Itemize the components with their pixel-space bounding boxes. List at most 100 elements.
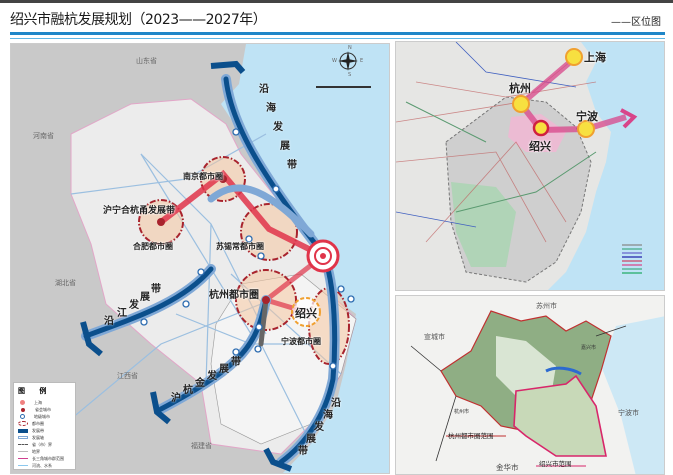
yrd-boundary-icon (18, 458, 28, 459)
belt-label: 展 (280, 141, 290, 152)
province-label: 福建省 (191, 442, 212, 450)
belt-label: 沿 (331, 398, 341, 409)
belt-label: 金 (195, 378, 205, 389)
legend-item: 发展带 (18, 427, 71, 434)
page-title: 绍兴市融杭发展规划（2023——2027年） (10, 12, 267, 28)
city-label-hangzhou: 杭州 (509, 82, 531, 95)
legend-item: 长三角城市群范围 (18, 455, 71, 462)
belt-band-icon (18, 428, 28, 433)
prefecture-markers (140, 128, 355, 370)
hangzhou-metro-range-label: 杭州都市圈范围 (448, 432, 494, 440)
sea (601, 316, 664, 474)
belt-label: 展 (219, 364, 229, 375)
belt-label: 带 (231, 357, 241, 368)
map-label-jinhua: 金华市 (496, 463, 519, 472)
city-label-ningbo: 宁波 (576, 110, 598, 123)
transport-map-graphics (396, 42, 642, 290)
province-label: 河南省 (33, 132, 54, 140)
belt-label: 沪 (171, 393, 181, 404)
legend-item: 河流、水系 (18, 462, 71, 469)
corridor-arrow (620, 108, 638, 129)
boundary-line-icon (18, 444, 28, 445)
axis-line-icon (18, 436, 28, 439)
city-markers (512, 48, 595, 138)
belt-label: 带 (151, 284, 161, 295)
belt-arrow (80, 321, 103, 357)
legend-item: 省（市）界 (18, 441, 71, 448)
metro-label-ningbo: 宁波都市圈 (281, 337, 321, 346)
header-rule-thin (10, 38, 665, 39)
metro-label-hangzhou: 杭州都市圈 (209, 290, 259, 301)
map-label: 宁波市 (618, 409, 639, 417)
legend-item: 地级城市 (18, 413, 71, 420)
capital-marker-icon (21, 407, 25, 412)
compass-icon (338, 51, 358, 71)
belt-label: 发 (314, 422, 324, 433)
legend-item: 发展轴 (18, 434, 71, 441)
city-label-shaoxing: 绍兴 (529, 140, 551, 153)
map-label: 宣城市 (424, 333, 445, 341)
shaoxing-range (513, 374, 607, 457)
map-label: 嘉兴市 (581, 345, 597, 351)
header-rule (10, 32, 665, 35)
city-line-icon (18, 451, 28, 452)
shaoxing-label: 绍兴 (295, 307, 317, 320)
corridor-band (159, 169, 325, 259)
map-label: 杭州市 (454, 409, 470, 415)
prefecture-marker-icon (20, 414, 25, 419)
shanghai-marker (306, 239, 340, 273)
legend-item: 上海 (18, 399, 71, 406)
metro-circle-icon (18, 421, 28, 426)
legend-title: 图 例 (18, 387, 53, 395)
metro-range-map: 苏州市 宣城市 嘉兴市 杭州市 宁波市 金华市 杭州都市圈范围 绍兴市范围 (395, 295, 665, 475)
qiantang-river (545, 366, 582, 376)
map-label: 苏州市 (536, 302, 557, 310)
belt-label: 沿 (104, 316, 114, 327)
shaoxing-marker (291, 297, 321, 327)
compass-w: W (332, 58, 337, 64)
belt-label: 发 (129, 300, 139, 311)
belts (81, 74, 340, 467)
belt-label: 杭 (183, 385, 193, 396)
metro-label-nanjing: 南京都市圈 (183, 172, 223, 181)
province-label: 江西省 (117, 372, 138, 380)
belt-label: 沿 (259, 84, 269, 95)
corridor-label: 沪宁合杭甬发展带 (103, 206, 176, 216)
belt-label: 海 (266, 103, 276, 114)
shaoxing-marker (532, 119, 550, 137)
belt-label: 展 (140, 292, 150, 303)
province-label: 山东省 (136, 57, 157, 65)
map-legend: 图 例 上海 省会城市 地级城市 都市圈 发展带 发展轴 省（市）界 地界 长三… (13, 382, 76, 470)
metro-label-hefei: 合肥都市圈 (133, 242, 173, 251)
belt-label: 展 (306, 434, 316, 445)
metro-label-suxichang: 苏锡常都市圈 (216, 242, 264, 251)
scale-bar (316, 86, 371, 88)
legend-item: 都市圈 (18, 420, 71, 427)
page-subtitle: ——区位图 (611, 17, 661, 28)
belt-arrow (263, 447, 293, 472)
legend-item: 地界 (18, 448, 71, 455)
province-label: 湖北省 (55, 279, 76, 287)
regional-map-graphics (11, 44, 371, 473)
map-key (622, 244, 642, 274)
metro-range-map-graphics (410, 310, 664, 474)
shaoxing-range-label: 绍兴市范围 (539, 460, 572, 468)
belt-arrow (210, 60, 246, 74)
compass-s: S (348, 72, 352, 78)
transport-map: 上海 杭州 宁波 绍兴 (395, 41, 665, 291)
belt-arrow (150, 391, 171, 425)
compass-n: N (348, 45, 352, 51)
legend-item: 省会城市 (18, 406, 71, 413)
capital-markers (157, 175, 270, 304)
belt-label: 发 (273, 122, 283, 133)
belt-label: 带 (298, 446, 308, 457)
green-zone (451, 182, 516, 267)
belt-label: 发 (207, 371, 217, 382)
belt-label: 海 (323, 410, 333, 421)
shanghai-marker-icon (20, 400, 25, 405)
city-label-shanghai: 上海 (584, 51, 606, 64)
compass-e: E (360, 58, 364, 64)
regional-map: N S E W 山东省 河南省 湖北省 江西省 福建省 南京都市圈 合肥都市圈 … (10, 43, 390, 474)
water-icon (18, 465, 28, 466)
belt-label: 江 (117, 308, 127, 319)
